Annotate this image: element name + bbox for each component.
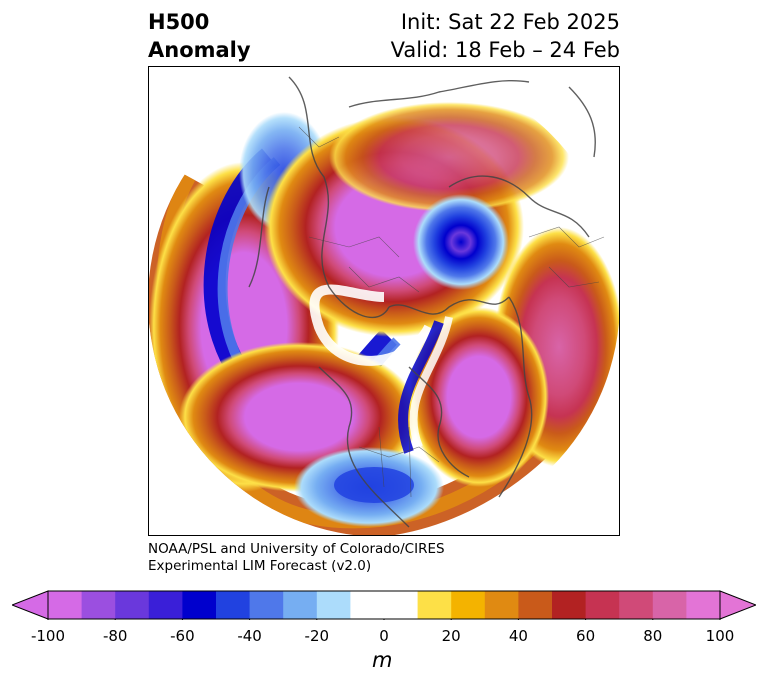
anomaly-central-positive (409, 307, 549, 487)
init-date: Init: Sat 22 Feb 2025 (400, 10, 620, 34)
colorbar-segment (216, 591, 251, 619)
colorbar-tick-label: 0 (379, 627, 389, 645)
colorbar-tick-label: -60 (170, 627, 195, 645)
colorbar-tick-label: 80 (643, 627, 663, 645)
colorbar-over-arrow (719, 590, 756, 620)
colorbar-segment (115, 591, 150, 619)
colorbar-segment (652, 591, 687, 619)
colorbar-tick-label: 20 (441, 627, 461, 645)
colorbar-segment (451, 591, 486, 619)
anomaly-map-svg (149, 76, 619, 535)
title-field-name: H500 (148, 10, 210, 34)
colorbar-segment (182, 591, 217, 619)
colorbar-unit: m (372, 648, 393, 672)
colorbar-under-arrow (12, 590, 49, 620)
colorbar-segment (518, 591, 553, 619)
colorbar-segment (48, 591, 83, 619)
valid-range: Valid: 18 Feb – 24 Feb (390, 38, 620, 62)
coastlines (248, 76, 596, 528)
colorbar-segment (316, 591, 351, 619)
anomaly-map (148, 66, 620, 536)
credit-line-2: Experimental LIM Forecast (v2.0) (148, 558, 372, 574)
colorbar-tick-label: -80 (102, 627, 128, 645)
colorbar-segment (585, 591, 620, 619)
borders (298, 126, 605, 498)
map-dates: Init: Sat 22 Feb 2025 Valid: 18 Feb – 24… (391, 8, 620, 64)
colorbar-segment (552, 591, 587, 619)
colorbar-segment (417, 591, 452, 619)
colorbar-ticks: -100 -80 -60 -40 -20 0 20 40 60 80 100 (0, 627, 768, 647)
colorbar-segment (249, 591, 284, 619)
colorbar-segment (148, 591, 183, 619)
colorbar (12, 590, 756, 620)
colorbar-segment (686, 591, 721, 619)
anomaly-east-asia (413, 194, 509, 290)
colorbar-tick-label: -100 (30, 627, 66, 645)
credit-text: NOAA/PSL and University of Colorado/CIRE… (148, 541, 445, 575)
colorbar-segment (484, 591, 519, 619)
colorbar-tick-label: -20 (304, 627, 330, 645)
title-field-type: Anomaly (148, 38, 251, 62)
colorbar-tick-label: 40 (508, 627, 528, 645)
colorbar-tick-label: 60 (576, 627, 596, 645)
colorbar-tick-label: -40 (237, 627, 262, 645)
map-title: H500 Anomaly (148, 8, 251, 64)
credit-line-1: NOAA/PSL and University of Colorado/CIRE… (148, 541, 445, 557)
colorbar-segment (350, 591, 385, 619)
colorbar-segment (384, 591, 419, 619)
colorbar-tick-label: 100 (705, 627, 735, 645)
colorbar-segment (283, 591, 318, 619)
colorbar-segment (619, 591, 654, 619)
colorbar-segment (81, 591, 116, 619)
anomaly-contours (149, 102, 619, 535)
